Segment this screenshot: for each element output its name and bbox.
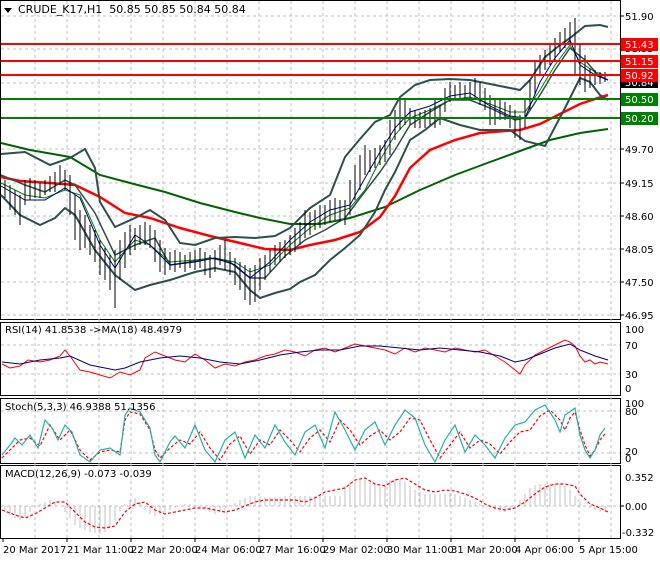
macd-histogram <box>4 479 606 534</box>
main-panel-frame <box>0 0 621 320</box>
time-label: 21 Mar 11:00 <box>67 545 134 556</box>
rsi-tick-70: 70 <box>625 341 638 352</box>
current-price-label: 50.84 <box>625 78 654 89</box>
level-tag-50-50 <box>621 93 658 106</box>
level-label-51-15: 51.15 <box>625 57 654 68</box>
price-tick-47-50: 47.50 <box>625 278 654 289</box>
ma-red-line <box>0 93 609 252</box>
stoch-label: Stoch(5,3,3) 46.9388 51.1356 <box>5 402 156 413</box>
time-label: 24 Mar 06:00 <box>195 545 262 556</box>
macd-tick-max: 0.352 <box>625 473 654 484</box>
macd-axis: 0.352 0.00 -0.332 <box>620 473 654 539</box>
time-label: 22 Mar 20:00 <box>131 545 198 556</box>
time-label: 4 Apr 06:00 <box>515 545 574 556</box>
price-bars <box>4 18 606 308</box>
time-label: 5 Apr 15:00 <box>579 545 638 556</box>
stoch-tick-80: 80 <box>625 407 638 418</box>
rsi-axis: 100 70 30 0 <box>625 325 644 395</box>
level-tag-50-92 <box>621 69 658 82</box>
level-tag-51-43 <box>621 38 658 51</box>
macd-tick-min: -0.332 <box>622 528 654 539</box>
symbol-label: CRUDE_K17,H1 <box>18 3 103 16</box>
level-label-50-20: 50.20 <box>625 114 654 125</box>
time-label: 20 Mar 2017 <box>3 545 66 556</box>
macd-signal-line <box>1 477 609 529</box>
level-label-51-43: 51.43 <box>625 40 654 51</box>
stoch-tick-100: 100 <box>625 399 644 410</box>
macd-label: MACD(12,26,9) -0.073 -0.039 <box>5 469 152 480</box>
bollinger-upper <box>0 23 609 247</box>
macd-tick-zero: 0.00 <box>625 502 647 513</box>
time-label: 27 Mar 16:00 <box>259 545 326 556</box>
level-lines <box>1 43 620 119</box>
price-tick-48-05: 48.05 <box>625 245 654 256</box>
stoch-main-line <box>1 404 606 464</box>
rsi-tick-0: 0 <box>625 384 631 395</box>
rsi-ma-line <box>1 343 609 371</box>
time-axis: 20 Mar 2017 21 Mar 11:00 22 Mar 20:00 24… <box>3 545 638 556</box>
rsi-tick-100: 100 <box>625 325 644 336</box>
stoch-tick-0: 0 <box>625 454 631 465</box>
level-tag-51-15 <box>621 55 658 68</box>
rsi-tick-30: 30 <box>625 370 638 381</box>
price-tick-48-60: 48.60 <box>625 212 654 223</box>
bollinger-middle <box>0 46 609 279</box>
time-label: 29 Mar 02:00 <box>323 545 390 556</box>
price-tick-49-70: 49.70 <box>625 145 654 156</box>
level-tag-50-20 <box>621 112 658 125</box>
rsi-label: RSI(14) 41.8538 ->MA(18) 48.4979 <box>5 325 182 336</box>
price-tick-46-95: 46.95 <box>625 311 654 322</box>
level-label-50-92: 50.92 <box>625 71 654 82</box>
time-label: 30 Mar 11:00 <box>387 545 454 556</box>
stoch-tick-20: 20 <box>625 447 638 458</box>
ohlc-values: 50.85 50.85 50.84 50.84 <box>109 3 246 16</box>
rsi-panel-frame <box>0 322 621 396</box>
price-tick-49-15: 49.15 <box>625 179 654 190</box>
time-axis-ticks <box>2 538 580 542</box>
stoch-signal-line <box>1 409 606 462</box>
stoch-axis: 100 80 20 0 <box>625 399 644 465</box>
horizontal-grid-main <box>1 15 620 507</box>
price-tick-51-90: 51.90 <box>625 12 654 23</box>
time-label: 31 Mar 20:00 <box>451 545 518 556</box>
dropdown-arrow-icon[interactable] <box>4 7 12 13</box>
level-label-50-50: 50.50 <box>625 95 654 106</box>
chart-title[interactable]: CRUDE_K17,H1 50.85 50.85 50.84 50.84 <box>4 3 246 16</box>
